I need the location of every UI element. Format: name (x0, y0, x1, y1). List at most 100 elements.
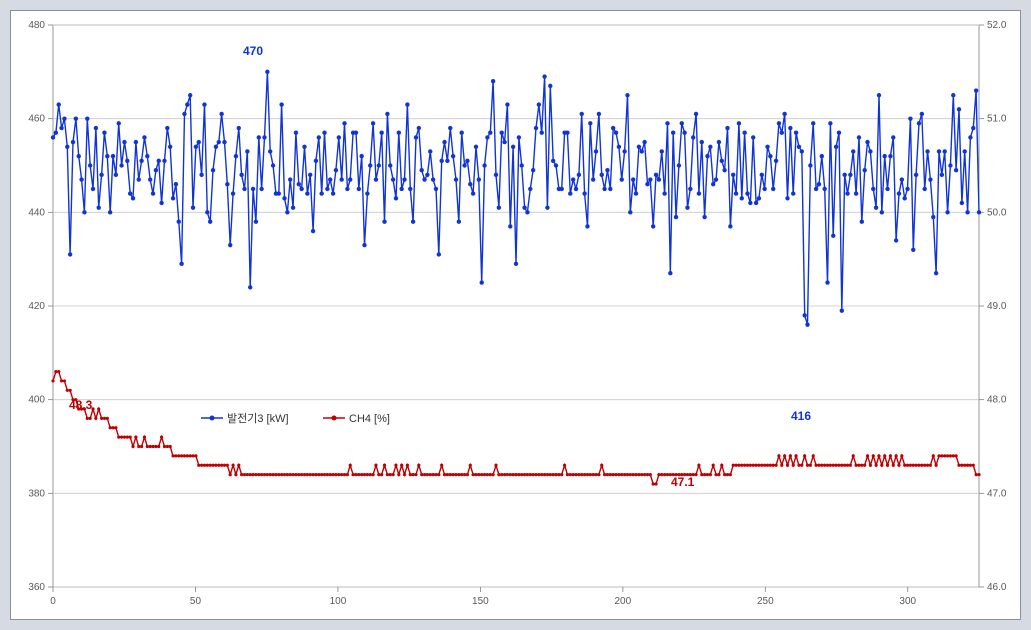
series-marker (560, 473, 563, 476)
series-marker (572, 473, 575, 476)
series-marker (400, 464, 403, 467)
series-marker (497, 205, 501, 209)
series-marker (597, 112, 601, 116)
series-marker (966, 464, 969, 467)
series-marker (343, 473, 346, 476)
series-marker (229, 473, 232, 476)
series-marker (568, 191, 572, 195)
series-marker (505, 102, 509, 106)
series-marker (643, 473, 646, 476)
series-marker (462, 163, 466, 167)
series-marker (609, 473, 612, 476)
series-marker (646, 473, 649, 476)
series-marker (754, 464, 757, 467)
series-marker (542, 74, 546, 78)
series-marker (880, 210, 884, 214)
series-marker (299, 187, 303, 191)
series-marker (532, 473, 535, 476)
series-marker (972, 464, 975, 467)
series-marker (912, 464, 915, 467)
series-marker (203, 464, 206, 467)
series-marker (722, 168, 726, 172)
series-marker (768, 154, 772, 158)
series-marker (283, 473, 286, 476)
series-marker (194, 454, 197, 457)
series-marker (780, 464, 783, 467)
series-marker (963, 464, 966, 467)
series-marker (385, 112, 389, 116)
series-marker (909, 464, 912, 467)
series-marker (703, 473, 706, 476)
series-marker (322, 131, 326, 135)
series-marker (640, 473, 643, 476)
series-marker (700, 140, 704, 144)
series-marker (59, 126, 63, 130)
series-marker (354, 131, 358, 135)
series-marker (940, 454, 943, 457)
series-marker (226, 464, 229, 467)
series-marker (960, 201, 964, 205)
series-marker (472, 473, 475, 476)
series-marker (725, 126, 729, 130)
series-marker (279, 102, 283, 106)
series-marker (254, 220, 258, 224)
legend-marker (332, 416, 337, 421)
series-marker (651, 224, 655, 228)
series-marker (583, 473, 586, 476)
series-marker (614, 131, 618, 135)
series-marker (214, 464, 217, 467)
series-marker (129, 436, 132, 439)
series-marker (417, 126, 421, 130)
series-marker (451, 154, 455, 158)
series-marker (314, 159, 318, 163)
series-marker (726, 473, 729, 476)
series-marker (186, 454, 189, 457)
series-marker (540, 473, 543, 476)
series-marker (177, 454, 180, 457)
series-marker (829, 464, 832, 467)
series-marker (217, 140, 221, 144)
series-marker (169, 445, 172, 448)
series-marker (300, 473, 303, 476)
series-marker (426, 473, 429, 476)
series-marker (649, 473, 652, 476)
series-marker (57, 370, 60, 373)
series-marker (911, 248, 915, 252)
series-marker (331, 473, 334, 476)
chart-svg: 0501001502002503003603804004204404604804… (11, 11, 1020, 619)
series-marker (740, 464, 743, 467)
series-marker (194, 145, 198, 149)
series-marker (402, 177, 406, 181)
series-marker (580, 473, 583, 476)
series-marker (880, 464, 883, 467)
series-marker (143, 436, 146, 439)
series-marker (160, 436, 163, 439)
series-marker (723, 473, 726, 476)
series-marker (159, 201, 163, 205)
series-marker (702, 215, 706, 219)
series-marker (789, 454, 792, 457)
series-marker (162, 159, 166, 163)
series-marker (892, 464, 895, 467)
legend-label: CH4 [%] (349, 413, 390, 425)
series-marker (491, 79, 495, 83)
series-marker (792, 464, 795, 467)
series-marker (803, 454, 806, 457)
series-marker (512, 473, 515, 476)
series-marker (443, 473, 446, 476)
series-marker (511, 145, 515, 149)
series-marker (179, 262, 183, 266)
series-marker (560, 187, 564, 191)
series-marker (772, 464, 775, 467)
series-marker (706, 473, 709, 476)
series-marker (855, 464, 858, 467)
x-tick-label: 50 (190, 596, 202, 607)
series-marker (943, 454, 946, 457)
series-marker (334, 473, 337, 476)
annotation-label: 47.1 (671, 475, 695, 489)
series-marker (666, 473, 669, 476)
series-marker (545, 205, 549, 209)
series-marker (337, 135, 341, 139)
series-marker (197, 464, 200, 467)
series-marker (551, 159, 555, 163)
